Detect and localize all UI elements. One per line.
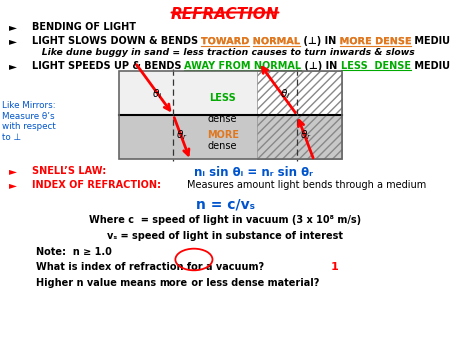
Text: $\theta_r$: $\theta_r$ <box>300 128 311 142</box>
Polygon shape <box>256 115 342 159</box>
Text: vₛ = speed of light in substance of interest: vₛ = speed of light in substance of inte… <box>107 231 343 241</box>
Text: Like Mirrors:
Measure θ’s
with respect
to ⊥: Like Mirrors: Measure θ’s with respect t… <box>2 101 56 142</box>
Text: Measures amount light bends through a medium: Measures amount light bends through a me… <box>187 180 426 190</box>
Polygon shape <box>119 115 256 159</box>
Text: ►: ► <box>9 180 17 190</box>
Text: INDEX OF REFRACTION:: INDEX OF REFRACTION: <box>32 180 161 190</box>
Text: (⊥) IN: (⊥) IN <box>302 61 341 71</box>
Text: Higher n value means: Higher n value means <box>36 278 159 288</box>
Text: 1: 1 <box>331 262 338 272</box>
Polygon shape <box>119 71 256 115</box>
Text: more: more <box>159 278 188 288</box>
Text: MEDIUM: MEDIUM <box>411 36 450 46</box>
Text: MORE DENSE: MORE DENSE <box>340 36 411 46</box>
Text: ►: ► <box>9 61 17 71</box>
Text: $\theta_i$: $\theta_i$ <box>152 87 162 101</box>
Text: Like dune buggy in sand = less traction causes to turn inwards & slows: Like dune buggy in sand = less traction … <box>32 48 414 57</box>
Text: ►: ► <box>9 22 17 32</box>
Text: What is index of refraction for a vacuum?: What is index of refraction for a vacuum… <box>36 262 264 272</box>
Text: Note:  n ≥ 1.0: Note: n ≥ 1.0 <box>36 247 112 257</box>
Text: n = c/vₛ: n = c/vₛ <box>196 198 254 212</box>
Text: AWAY FROM NORMAL: AWAY FROM NORMAL <box>184 61 302 71</box>
Text: Where c  = speed of light in vacuum (3 x 10⁸ m/s): Where c = speed of light in vacuum (3 x … <box>89 215 361 225</box>
Text: (⊥) IN: (⊥) IN <box>300 36 340 46</box>
Polygon shape <box>256 71 342 115</box>
Text: LESS: LESS <box>209 93 236 103</box>
Text: $\theta_i$: $\theta_i$ <box>280 87 290 101</box>
Text: dense: dense <box>208 114 238 124</box>
Text: ►: ► <box>9 36 17 46</box>
Text: SNELL’S LAW:: SNELL’S LAW: <box>32 166 106 176</box>
Text: or less dense material?: or less dense material? <box>188 278 319 288</box>
Text: ►: ► <box>9 166 17 176</box>
Text: $\theta_r$: $\theta_r$ <box>176 128 188 142</box>
Text: BENDING OF LIGHT: BENDING OF LIGHT <box>32 22 135 32</box>
Text: MEDIUM: MEDIUM <box>411 61 450 71</box>
Text: TOWARD: TOWARD <box>201 36 249 46</box>
Text: NORMAL: NORMAL <box>253 36 300 46</box>
Text: MORE: MORE <box>207 130 239 140</box>
Text: LIGHT SLOWS DOWN & BENDS: LIGHT SLOWS DOWN & BENDS <box>32 36 201 46</box>
Text: LIGHT SPEEDS UP & BENDS: LIGHT SPEEDS UP & BENDS <box>32 61 184 71</box>
Text: nᵢ sin θᵢ = nᵣ sin θᵣ: nᵢ sin θᵢ = nᵣ sin θᵣ <box>194 166 312 178</box>
Text: LESS  DENSE: LESS DENSE <box>341 61 411 71</box>
Text: REFRACTION: REFRACTION <box>171 7 279 22</box>
Text: dense: dense <box>208 141 238 151</box>
